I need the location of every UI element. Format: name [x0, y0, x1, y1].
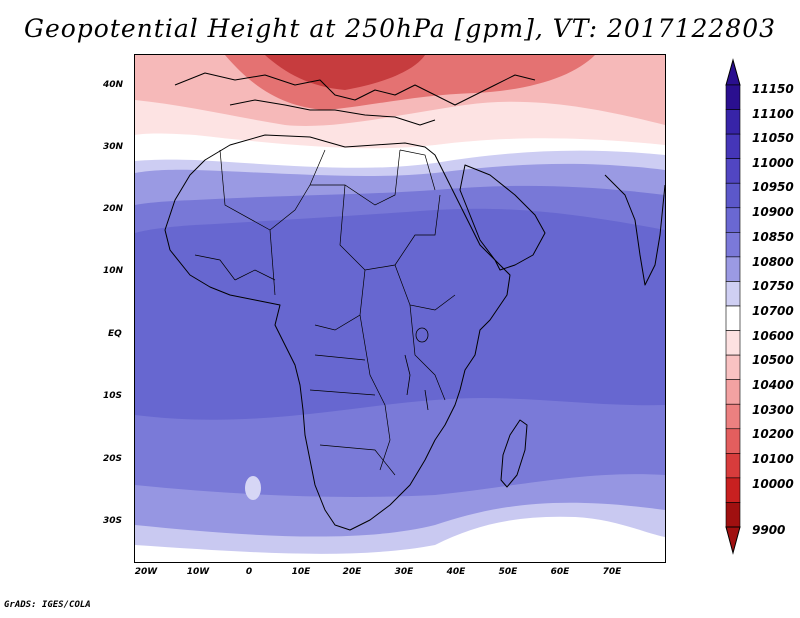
colorbar-box: [725, 84, 741, 110]
colorbar-label-10000: 10000: [752, 477, 794, 491]
colorbar-label-10750: 10750: [752, 279, 794, 293]
arabia-coastline: [459, 164, 546, 271]
lon-label-20e: 20E: [342, 567, 362, 577]
colorbar-box: [725, 109, 741, 135]
colorbar-box: [725, 232, 741, 258]
colorbar-label-10500: 10500: [752, 353, 794, 367]
lat-label-eq: EQ: [108, 329, 122, 339]
colorbar-label-10400: 10400: [752, 378, 794, 392]
lake-tanganyika: [404, 354, 411, 396]
colorbar-label-10800: 10800: [752, 255, 794, 269]
colorbar-label-11050: 11050: [752, 131, 794, 145]
colorbar-label-11000: 11000: [752, 156, 794, 170]
colorbar-label-10900: 10900: [752, 205, 794, 219]
colorbar-box: [725, 182, 741, 209]
field-south-atlantic-high: [245, 476, 261, 500]
lat-label-40n: 40N: [103, 80, 124, 90]
footer-credit: GrADS: IGES/COLA: [4, 600, 91, 610]
mediterranean-coastline: [229, 99, 436, 126]
colorbar-box: [725, 403, 741, 430]
colorbar-box: [725, 354, 741, 380]
lon-label-60e: 60E: [550, 567, 570, 577]
country-borders: [194, 149, 456, 476]
colorbar-arrow-bottom: [725, 526, 741, 555]
coastlines: [164, 72, 666, 531]
colorbar-box: [725, 281, 741, 307]
geopotential-map: [135, 55, 666, 562]
lon-label-50e: 50E: [498, 567, 518, 577]
lat-label-10n: 10N: [103, 266, 124, 276]
africa-coastline: [164, 134, 511, 531]
colorbar-label-11150: 11150: [752, 82, 794, 96]
map-title: Geopotential Height at 250hPa [gpm], VT:…: [23, 14, 777, 43]
europe-coastline: [174, 72, 536, 106]
colorbar-label-10100: 10100: [752, 452, 794, 466]
colorbar-box: [725, 477, 741, 503]
colorbar-box: [725, 428, 741, 454]
colorbar-box: [725, 158, 741, 184]
madagascar-coastline: [500, 419, 528, 488]
colorbar-label-10850: 10850: [752, 230, 794, 244]
lon-label-10w: 10W: [186, 567, 210, 577]
colorbar-box: [725, 207, 741, 233]
lake-malawi: [424, 389, 429, 411]
lon-label-30e: 30E: [394, 567, 414, 577]
lon-label-70e: 70E: [602, 567, 622, 577]
colorbar-box: [725, 256, 741, 282]
colorbar-label-9900: 9900: [752, 523, 786, 537]
lat-label-10s: 10S: [103, 391, 123, 401]
india-coastline: [604, 174, 666, 286]
lat-label-20s: 20S: [103, 454, 123, 464]
colorbar-label-10700: 10700: [752, 304, 794, 318]
colorbar: [725, 58, 741, 555]
colorbar-label-10200: 10200: [752, 427, 794, 441]
field-band-south-white: [135, 516, 665, 562]
colorbar-box: [725, 502, 741, 528]
field-band-north-deep-red: [265, 55, 425, 90]
lat-label-30n: 30N: [103, 142, 124, 152]
lon-label-0: 0: [245, 567, 253, 577]
colorbar-box: [725, 330, 741, 356]
colorbar-label-10300: 10300: [752, 403, 794, 417]
colorbar-label-10950: 10950: [752, 180, 794, 194]
colorbar-arrow-top: [725, 58, 741, 86]
lon-label-20w: 20W: [134, 567, 158, 577]
lat-label-20n: 20N: [103, 204, 124, 214]
colorbar-box: [725, 379, 741, 405]
colorbar-label-11100: 11100: [752, 107, 794, 121]
lakes: [404, 327, 429, 411]
colorbar-label-10600: 10600: [752, 329, 794, 343]
lon-label-40e: 40E: [446, 567, 466, 577]
lon-label-10e: 10E: [291, 567, 311, 577]
colorbar-boxes: [725, 84, 741, 528]
colorbar-box: [725, 133, 741, 159]
colorbar-box: [725, 453, 741, 479]
map-panel: [134, 54, 666, 563]
colorbar-box: [725, 305, 741, 331]
lat-label-30s: 30S: [103, 516, 123, 526]
lake-victoria: [415, 327, 429, 343]
